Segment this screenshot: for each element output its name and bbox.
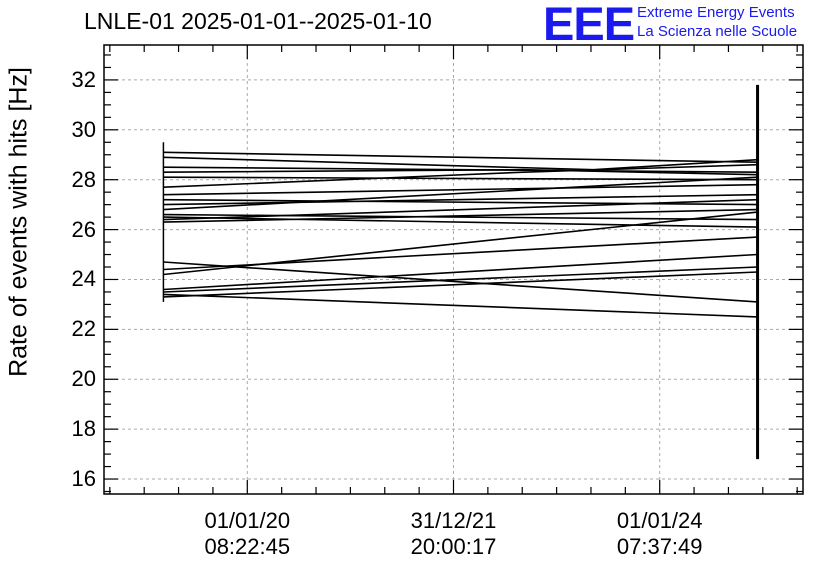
x-tick-date: 31/12/21: [410, 508, 497, 533]
x-tick-time: 20:00:17: [410, 534, 497, 559]
y-tick-label: 16: [71, 466, 96, 492]
series-line-10: [163, 176, 758, 211]
y-tick-label: 28: [71, 166, 96, 192]
series-line-9: [163, 193, 758, 206]
y-tick-label: 20: [71, 366, 96, 392]
series-line-7: [163, 183, 758, 196]
x-tick-label: 01/01/20 08:22:45: [204, 508, 290, 560]
x-tick-time: 07:37:49: [616, 534, 703, 559]
brand-line-2: La Scienza nelle Scuole: [637, 23, 798, 40]
x-tick-date: 01/01/20: [204, 508, 291, 533]
series-line-21: [163, 271, 758, 298]
series-line-14: [163, 208, 758, 223]
series-line-1: [163, 151, 758, 163]
y-tick-label: 24: [71, 266, 96, 292]
x-tick-label: 31/12/21 20:00:17: [411, 508, 497, 560]
y-tick-label: 26: [71, 216, 96, 242]
x-tick-label: 01/01/24 07:37:49: [617, 508, 703, 560]
series-line-13: [163, 198, 758, 221]
y-tick-label: 32: [71, 66, 96, 92]
brand-line-1: Extreme Energy Events: [637, 4, 795, 21]
eee-logo: EEE: [543, 0, 635, 50]
series-line-12: [163, 216, 758, 228]
series-line-15: [163, 261, 758, 303]
series-line-17: [163, 211, 758, 276]
series-line-6: [163, 163, 758, 188]
x-tick-date: 01/01/24: [616, 508, 703, 533]
series-line-19: [163, 266, 758, 293]
series-line-18: [163, 253, 758, 291]
y-tick-label: 30: [71, 116, 96, 142]
y-tick-label: 18: [71, 416, 96, 442]
chart-title: LNLE-01 2025-01-01--2025-01-10: [84, 8, 432, 34]
x-tick-time: 08:22:45: [204, 534, 291, 559]
series-line-5: [163, 176, 758, 181]
series-line-11: [163, 213, 758, 221]
series-line-4: [163, 168, 758, 176]
y-tick-label: 22: [71, 316, 96, 342]
series-line-20: [163, 293, 758, 318]
